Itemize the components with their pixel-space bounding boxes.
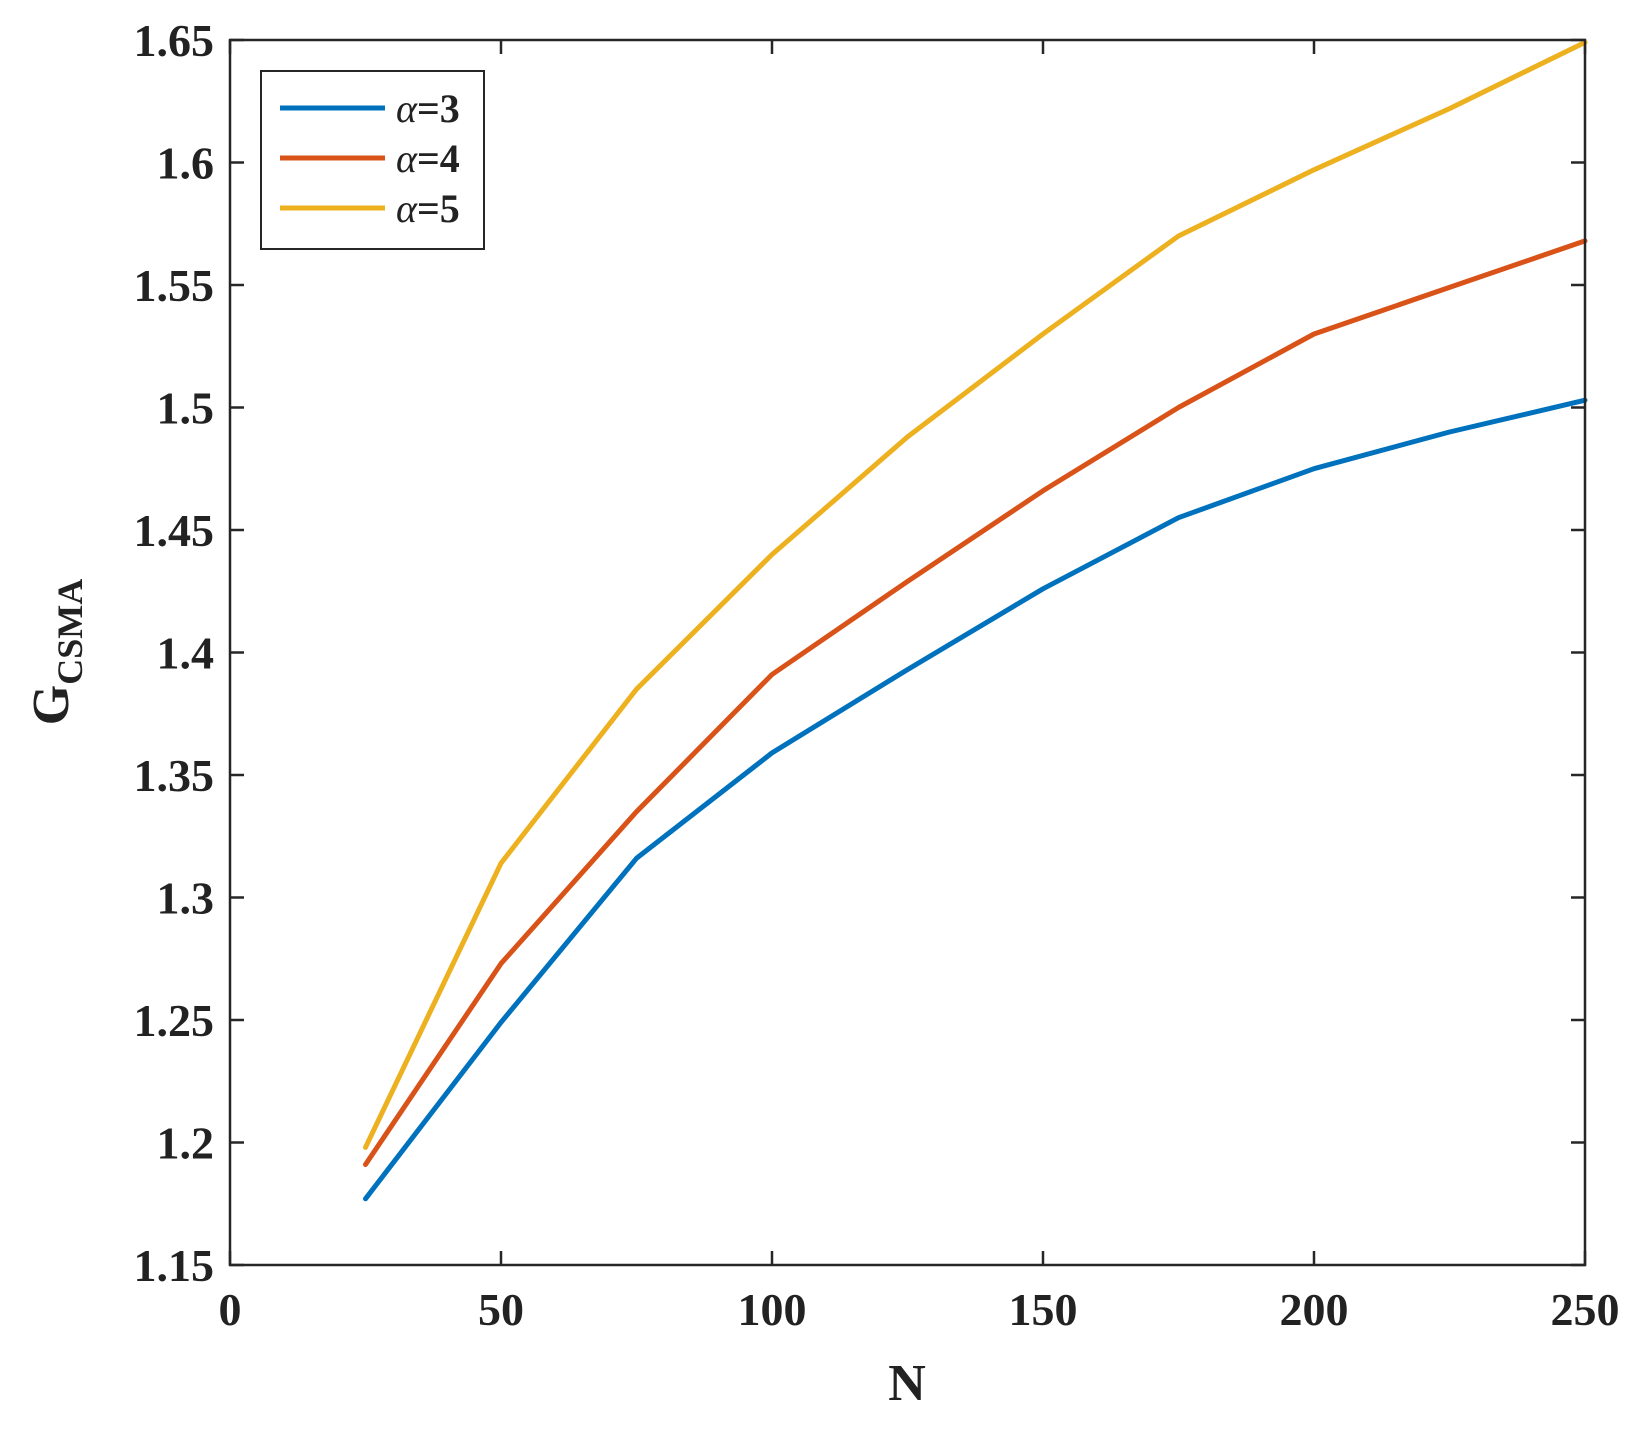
legend-label-3: α=5 — [396, 186, 460, 231]
series-line-3 — [363, 39, 1588, 1150]
y-tick-label: 1.3 — [157, 873, 215, 924]
x-tick-label: 50 — [478, 1284, 524, 1335]
legend-label-symbol: α — [396, 136, 418, 181]
legend: α=3α=4α=5 — [260, 70, 485, 250]
legend-label-value: =4 — [417, 136, 460, 181]
legend-label-symbol: α — [396, 86, 418, 131]
y-tick-label: 1.15 — [134, 1240, 215, 1291]
legend-label-1: α=3 — [396, 86, 460, 131]
legend-label-symbol: α — [396, 186, 418, 231]
x-tick-label: 250 — [1551, 1284, 1620, 1335]
x-tick-label: 100 — [738, 1284, 807, 1335]
y-tick-label: 1.4 — [157, 628, 215, 679]
y-tick-label: 1.45 — [134, 505, 215, 556]
y-axis-ticks: 1.15 1.2 1.25 1.3 1.35 1.4 1.45 1.5 1.55 1.6 1.65 — [134, 15, 1585, 1291]
y-tick-label: 1.35 — [134, 750, 215, 801]
y-tick-label: 1.55 — [134, 260, 215, 311]
x-axis-ticks: 0 50 100 150 200 250 — [219, 40, 1620, 1335]
x-axis-label: N — [888, 1355, 926, 1412]
x-tick-label: 150 — [1009, 1284, 1078, 1335]
x-tick-label: 200 — [1280, 1284, 1349, 1335]
y-tick-label: 1.25 — [134, 995, 215, 1046]
legend-label-value: =5 — [417, 186, 460, 231]
y-axis-label-main: G — [23, 685, 80, 725]
series-lines — [363, 39, 1588, 1202]
x-tick-label: 0 — [219, 1284, 242, 1335]
y-axis-label: GCSMA — [23, 579, 90, 725]
svg-text:GCSMA: GCSMA — [23, 579, 90, 725]
series-line-2 — [363, 238, 1588, 1167]
y-axis-label-subscript: CSMA — [50, 579, 90, 685]
legend-label-value: =3 — [417, 86, 460, 131]
series-line-1 — [363, 397, 1588, 1202]
y-tick-label: 1.6 — [157, 138, 215, 189]
y-tick-label: 1.65 — [134, 15, 215, 66]
y-tick-label: 1.5 — [157, 383, 215, 434]
plot-frame — [228, 38, 1587, 1267]
y-tick-label: 1.2 — [157, 1118, 215, 1169]
legend-label-2: α=4 — [396, 136, 460, 181]
